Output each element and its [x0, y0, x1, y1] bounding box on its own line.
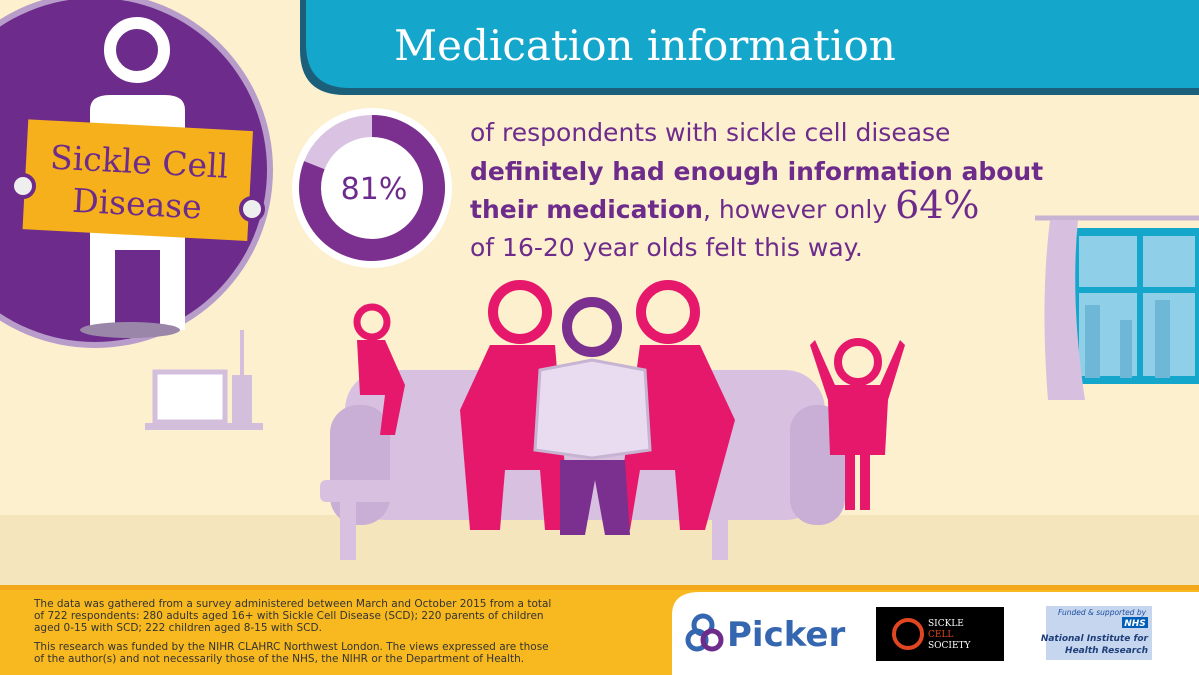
table — [320, 480, 750, 502]
table-leg — [712, 500, 728, 560]
footer-note: aged 0-15 with SCD; 222 children aged 8-… — [34, 622, 322, 634]
donut-arc — [299, 115, 445, 261]
badge-pin — [239, 196, 265, 222]
badge-line: Disease — [71, 181, 202, 227]
footer-note: of 722 respondents: 280 adults aged 16+ … — [34, 610, 544, 622]
adult-head — [488, 280, 552, 344]
banner — [306, 0, 1199, 88]
child-body — [810, 340, 905, 510]
sofa-arm — [330, 405, 390, 525]
reader-legs — [560, 460, 630, 535]
nhs-logo — [1046, 606, 1152, 660]
donut-label: 81% — [341, 172, 408, 207]
child-body — [357, 340, 405, 435]
shadow — [80, 322, 180, 338]
statement-line: of respondents with sickle cell disease — [470, 118, 950, 147]
person-head — [104, 17, 170, 83]
picker-logo: Picker — [727, 615, 845, 655]
floor — [0, 515, 1199, 590]
vase — [232, 375, 252, 423]
statement-line: their medication, however only 64% — [470, 183, 980, 227]
nhs-line: National Institute for — [1041, 634, 1149, 644]
reader-head — [562, 297, 622, 357]
statement: of respondents with sickle cell disease … — [470, 118, 1043, 262]
footer-note: This research was funded by the NIHR CLA… — [33, 641, 549, 653]
badge-line: Sickle Cell — [49, 138, 229, 186]
nhs-badge: NHS — [1124, 619, 1146, 629]
society-line: SICKLE — [928, 619, 964, 629]
table-leg — [340, 500, 356, 560]
footer-note: of the author(s) and not necessarily tho… — [34, 653, 524, 665]
statement-line: definitely had enough information about — [470, 157, 1043, 186]
shelf — [145, 423, 263, 430]
society-line: CELL — [928, 630, 953, 640]
statement-bold: their medication — [470, 195, 703, 224]
badge-pin — [10, 173, 36, 199]
badge: Sickle Cell Disease — [22, 119, 253, 241]
society-icon — [892, 618, 924, 650]
picker-icon — [700, 628, 724, 652]
statement-text: , however only — [703, 195, 895, 224]
society-logo — [876, 607, 1004, 661]
statement-value: 64% — [895, 183, 979, 227]
statement-line: of 16-20 year olds felt this way. — [470, 233, 863, 262]
adult-head — [636, 280, 700, 344]
city — [1085, 300, 1170, 378]
nhs-line: Health Research — [1065, 646, 1148, 656]
society-text: SICKLE CELL SOCIETY — [928, 619, 972, 651]
child-head — [353, 303, 391, 341]
picker-icon — [685, 628, 709, 652]
footer-notes: The data was gathered from a survey admi… — [33, 598, 551, 665]
curtain — [1044, 220, 1085, 400]
nhs-badge-box — [1122, 617, 1148, 628]
badge-plate — [22, 119, 253, 241]
society-line: SOCIETY — [928, 641, 972, 651]
nhs-funded: Funded & supported by — [1058, 608, 1147, 617]
title: Medication information — [394, 21, 896, 70]
footer-note: The data was gathered from a survey admi… — [33, 598, 551, 610]
child-head — [834, 338, 882, 386]
frame — [152, 369, 228, 425]
newspaper — [533, 358, 652, 460]
